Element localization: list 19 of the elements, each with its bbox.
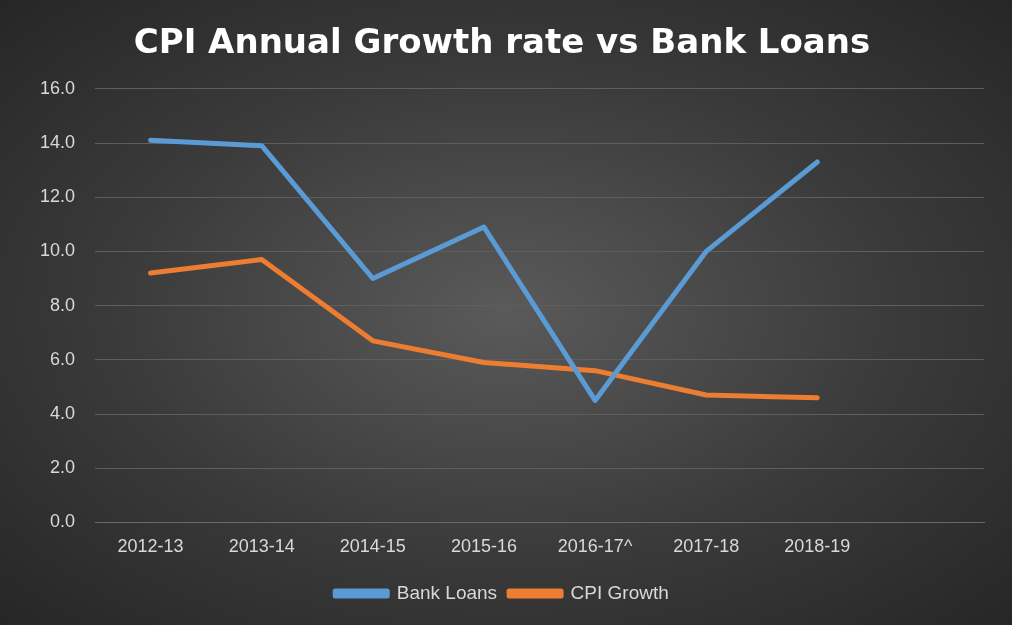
y-tick-label: 6.0 (50, 348, 76, 369)
x-tick-label: 2014-15 (339, 536, 406, 557)
y-tick-label: 2.0 (50, 457, 76, 478)
y-tick-label: 14.0 (39, 131, 76, 152)
y-tick-label: 4.0 (50, 402, 76, 423)
y-tick-label: 12.0 (39, 186, 76, 207)
legend-label: Bank Loans (396, 581, 498, 603)
x-tick-label: 2018-19 (784, 536, 851, 557)
legend-label: CPI Growth (570, 581, 669, 603)
y-tick-label: 8.0 (50, 294, 76, 315)
x-tick-label: 2013-14 (228, 536, 295, 557)
x-tick-label: 2012-13 (117, 536, 184, 557)
chart-title: CPI Annual Growth rate vs Bank Loans (133, 21, 871, 62)
y-tick-label: 0.0 (50, 511, 76, 532)
x-tick-label: 2017-18 (673, 536, 740, 557)
y-tick-label: 16.0 (39, 77, 76, 98)
y-tick-label: 10.0 (39, 240, 76, 261)
x-tick-label: 2016-17^ (557, 536, 633, 557)
x-tick-label: 2015-16 (450, 536, 517, 557)
